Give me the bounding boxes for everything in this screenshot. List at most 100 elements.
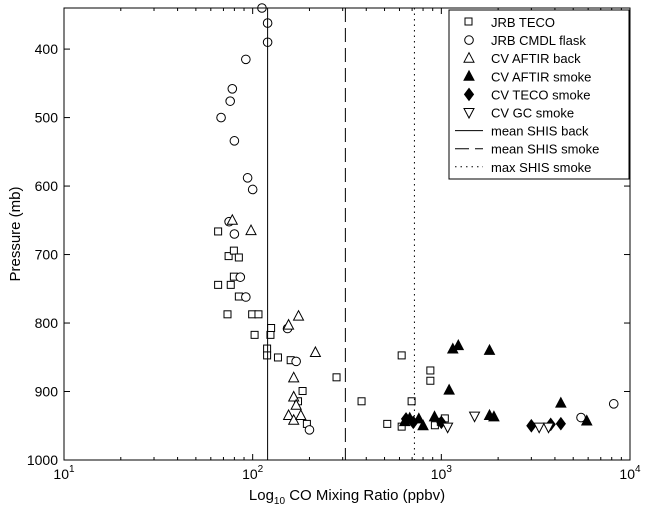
data-point — [426, 376, 435, 385]
x-axis-label-rest: CO Mixing Ratio (ppbv) — [285, 487, 445, 504]
x-tick-exponent: 3 — [446, 464, 452, 475]
data-point — [287, 371, 300, 383]
data-point — [488, 410, 500, 422]
data-point — [292, 309, 305, 321]
data-point — [408, 415, 419, 430]
data-point — [426, 366, 435, 375]
data-point — [229, 136, 240, 146]
legend-marker — [463, 51, 475, 63]
data-point — [216, 112, 226, 123]
data-point — [443, 383, 455, 395]
legend-label: mean SHIS smoke — [491, 142, 599, 157]
legend-label: JRB CMDL flask — [491, 33, 586, 48]
data-point — [400, 412, 412, 426]
x-axis-label-subscript: 10 — [274, 496, 286, 507]
data-point — [608, 399, 619, 409]
y-axis-label: Pressure (mb) — [7, 186, 24, 281]
data-point — [542, 422, 555, 434]
x-tick-label: 102 — [242, 464, 264, 482]
data-point — [287, 390, 300, 402]
y-tick-label: 900 — [35, 384, 59, 400]
data-point — [304, 425, 315, 435]
data-point — [291, 356, 301, 367]
data-point — [241, 292, 251, 302]
x-tick-base: 10 — [619, 466, 635, 482]
plot-area — [214, 3, 619, 460]
data-point — [241, 54, 251, 65]
x-tick-base: 10 — [431, 466, 447, 482]
x-tick-exponent: 1 — [69, 464, 75, 475]
data-point — [254, 310, 263, 319]
legend-label: CV AFTIR back — [491, 51, 581, 66]
data-point — [214, 280, 223, 289]
x-tick-base: 10 — [53, 466, 69, 482]
legend-label: CV AFTIR smoke — [491, 69, 591, 84]
data-point — [298, 387, 307, 396]
y-tick-label: 800 — [35, 315, 59, 331]
data-point — [555, 416, 566, 431]
plot-frame — [63, 7, 631, 461]
data-point — [225, 96, 235, 106]
data-point — [227, 84, 238, 94]
x-axis-label-prefix: Log — [249, 487, 274, 504]
data-point — [397, 351, 406, 360]
legend: JRB TECO JRB CMDL flask CV AFTIR back CV AF… — [448, 9, 630, 180]
data-point — [282, 408, 295, 420]
legend-box — [448, 9, 630, 180]
data-point — [226, 213, 239, 225]
x-tick-exponent: 4 — [635, 464, 641, 475]
legend-label: CV GC smoke — [491, 106, 574, 121]
legend-marker — [463, 69, 475, 81]
y-tick-label: 700 — [35, 247, 59, 263]
data-point — [226, 280, 235, 289]
legend-marker — [464, 35, 474, 45]
legend-marker — [464, 17, 473, 26]
x-tick-base: 10 — [242, 466, 258, 482]
legend-label: max SHIS smoke — [491, 160, 591, 175]
data-point — [229, 229, 240, 239]
data-point — [452, 339, 465, 351]
data-point — [332, 373, 341, 382]
x-axis: 101 102 103 104 — [53, 8, 641, 482]
legend-label: CV TECO smoke — [491, 87, 590, 102]
data-point — [267, 324, 276, 333]
data-point — [428, 410, 441, 422]
x-tick-label: 101 — [53, 464, 75, 482]
data-point — [294, 408, 307, 420]
data-point — [290, 398, 302, 410]
y-axis: 400 500 600 700 800 900 1000 — [27, 41, 630, 468]
data-point — [309, 345, 322, 357]
x-axis-label: Log10 CO Mixing Ratio (ppbv) — [249, 487, 445, 507]
y-tick-label: 400 — [35, 41, 59, 57]
data-point — [235, 272, 246, 282]
data-point — [214, 227, 223, 236]
legend-marker — [463, 87, 475, 102]
data-point — [580, 414, 593, 426]
data-point — [224, 252, 233, 261]
data-point — [242, 173, 253, 183]
data-point — [282, 318, 295, 330]
x-tick-label: 103 — [431, 464, 453, 482]
data-point — [229, 246, 238, 255]
data-point — [441, 422, 454, 434]
legend-label: mean SHIS back — [491, 124, 589, 139]
data-point — [407, 397, 416, 406]
x-tick-exponent: 2 — [258, 464, 264, 475]
data-point — [247, 184, 258, 195]
y-tick-label: 1000 — [27, 452, 58, 468]
data-point — [223, 310, 232, 319]
data-point — [273, 353, 282, 362]
data-point — [417, 419, 429, 431]
y-tick-label: 500 — [35, 110, 59, 126]
data-point — [468, 411, 481, 423]
data-point — [250, 330, 259, 339]
data-point — [383, 419, 392, 428]
x-tick-label: 104 — [619, 464, 641, 482]
data-point — [245, 224, 257, 236]
data-point — [357, 397, 366, 406]
y-tick-label: 600 — [35, 178, 59, 194]
data-point — [533, 422, 545, 434]
legend-marker — [463, 108, 475, 120]
data-point — [555, 396, 567, 408]
